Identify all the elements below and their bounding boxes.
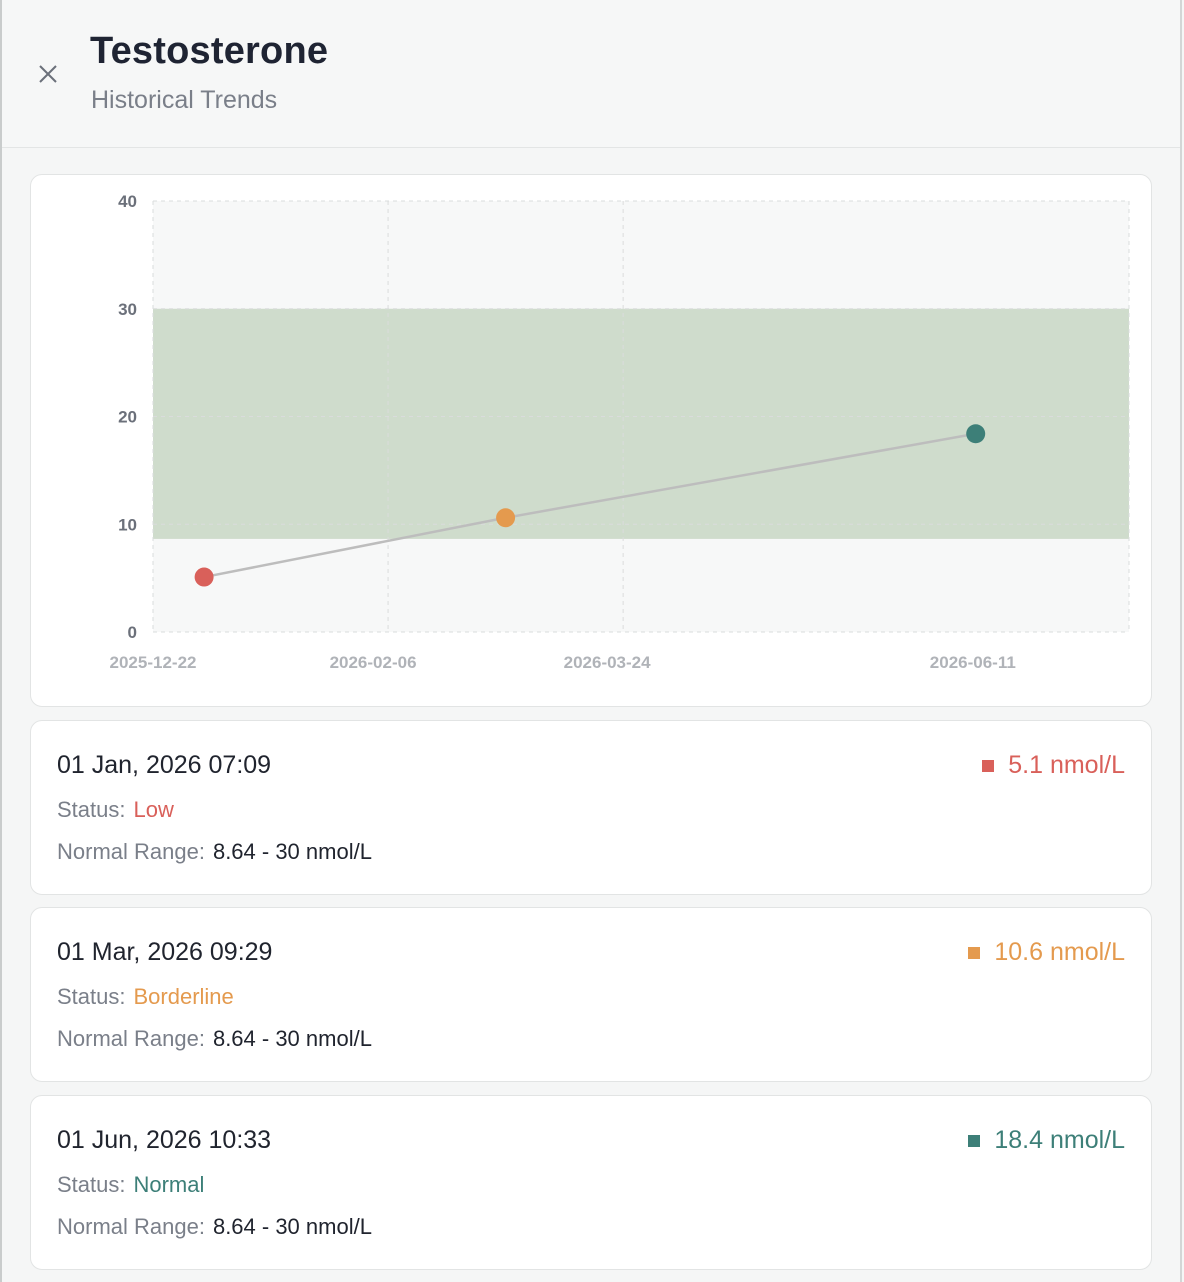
status-swatch-icon [968,1134,981,1147]
reading-date: 01 Jun, 2026 10:33 [57,1126,272,1154]
trend-chart: 0 10 20 30 40 2025-12-22 2026-02-06 2026-03-24 2… [110,192,1130,672]
x-tick-label: 2026-02-06 [330,653,417,672]
status-label: Status: [57,1172,126,1197]
range-value: 8.64 - 30 nmol/L [212,839,372,864]
trend-chart-card: 0 10 20 30 40 2025-12-22 2026-02-06 2026-03-24 2… [30,174,1152,707]
range-value: 8.64 - 30 nmol/L [212,1026,372,1051]
x-tick-label: 2026-03-24 [564,653,652,672]
data-point [194,567,214,587]
reading-status-row: Status: Low [57,797,174,823]
data-point [966,424,986,444]
status-value: Borderline [133,984,234,1009]
x-tick-label: 2025-12-22 [110,653,197,672]
status-value: Low [133,797,174,822]
y-tick-label: 40 [118,192,137,211]
reading-card[interactable]: 01 Mar, 2026 09:29 Status: Borderline Nor… [30,907,1152,1082]
data-point [496,508,516,528]
y-tick-label: 20 [118,408,137,427]
reading-date: 01 Mar, 2026 09:29 [57,938,273,966]
reading-value: 18.4 nmol/L [968,1126,1125,1155]
y-tick-label: 0 [128,623,137,642]
status-swatch-icon [968,946,981,959]
close-button[interactable] [32,58,64,90]
range-value: 8.64 - 30 nmol/L [212,1214,372,1239]
reading-status-row: Status: Normal [57,1172,204,1198]
range-label: Normal Range: [57,1026,205,1051]
reading-date: 01 Jan, 2026 07:09 [57,751,272,779]
status-label: Status: [57,797,126,822]
reading-range-row: Normal Range: 8.64 - 30 nmol/L [57,1214,372,1240]
reading-card[interactable]: 01 Jan, 2026 07:09 Status: Low Normal Ran… [30,720,1152,895]
reading-range-row: Normal Range: 8.64 - 30 nmol/L [57,1026,372,1052]
y-tick-label: 10 [118,515,137,534]
status-swatch-icon [982,759,995,772]
y-tick-label: 30 [118,300,137,319]
panel-header: Testosterone Historical Trends [2,0,1180,148]
reading-range-row: Normal Range: 8.64 - 30 nmol/L [57,839,372,865]
reading-value-text: 18.4 nmol/L [994,1126,1125,1154]
reading-value-text: 10.6 nmol/L [994,938,1125,966]
range-label: Normal Range: [57,839,205,864]
reading-status-row: Status: Borderline [57,984,234,1010]
status-value: Normal [133,1172,205,1197]
page-subtitle: Historical Trends [91,86,278,114]
close-icon [39,65,57,83]
x-tick-label: 2026-06-11 [930,653,1016,672]
normal-range-band [153,308,1129,539]
reading-card[interactable]: 01 Jun, 2026 10:33 Status: Normal Normal … [30,1095,1152,1270]
reading-value: 10.6 nmol/L [968,938,1125,967]
reading-value-text: 5.1 nmol/L [1008,751,1125,779]
reading-value: 5.1 nmol/L [982,751,1125,780]
status-label: Status: [57,984,126,1009]
page-title: Testosterone [90,30,329,72]
range-label: Normal Range: [57,1214,205,1239]
